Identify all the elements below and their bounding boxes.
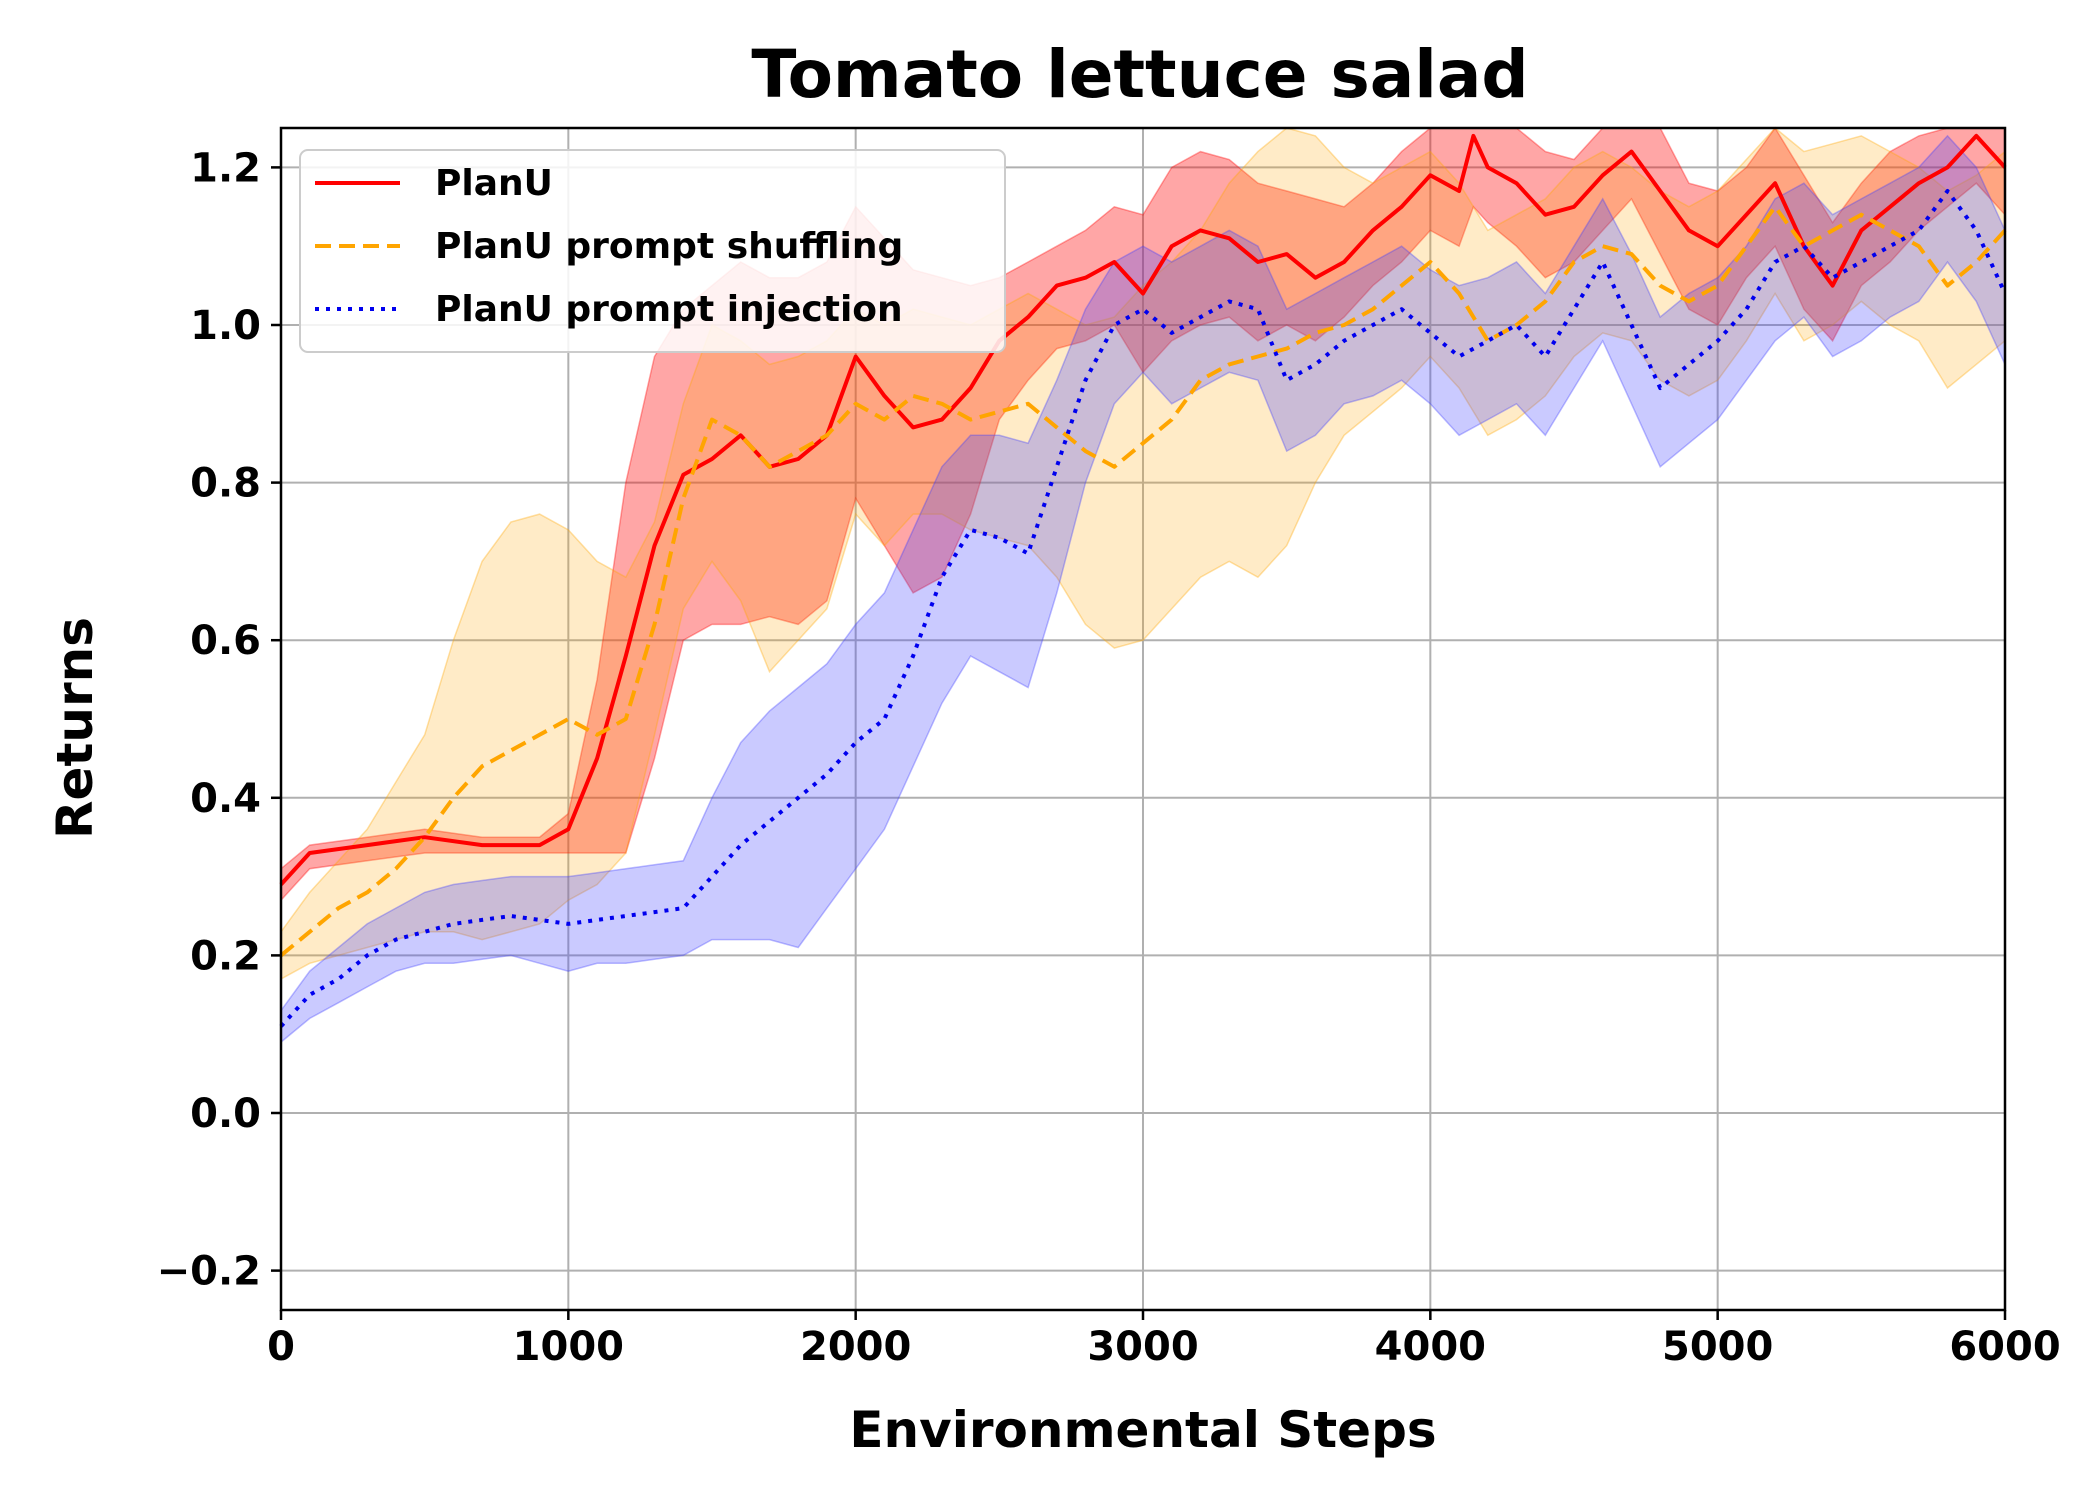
y-tick-label-6: 1.0 — [190, 303, 261, 349]
legend-label-2: PlanU prompt injection — [435, 289, 903, 330]
x-tick-label-3: 3000 — [1087, 1324, 1198, 1370]
legend-label-0: PlanU — [435, 163, 553, 204]
line-series-1 — [279, 204, 2007, 957]
y-tick-label-1: 0.0 — [190, 1091, 261, 1137]
y-axis-title: Returns — [46, 617, 104, 839]
y-axis-ticks: −0.2 0.0 0.2 0.4 0.6 0.8 1.0 1.2 — [157, 145, 281, 1295]
y-tick-label-4: 0.6 — [190, 618, 261, 664]
x-axis-ticks: 0 1000 2000 3000 4000 5000 6000 — [267, 1310, 2061, 1370]
x-tick-label-1: 1000 — [513, 1324, 624, 1370]
x-tick-label-0: 0 — [267, 1324, 295, 1370]
x-tick-label-6: 6000 — [1949, 1324, 2060, 1370]
series-lines — [279, 133, 2007, 1028]
line-series-0 — [279, 133, 2007, 886]
y-tick-label-7: 1.2 — [190, 145, 261, 191]
legend: PlanU PlanU prompt shuffling PlanU prompt … — [299, 149, 1006, 353]
legend-box — [299, 149, 1006, 353]
x-tick-label-4: 4000 — [1375, 1324, 1486, 1370]
chart-title: Tomato lettuce salad — [751, 36, 1528, 113]
y-tick-label-5: 0.8 — [190, 461, 261, 507]
line-series-2 — [279, 189, 2007, 1028]
y-tick-label-2: 0.2 — [190, 933, 261, 979]
y-tick-label-0: −0.2 — [157, 1249, 261, 1295]
x-axis-title: Environmental Steps — [849, 1401, 1436, 1459]
y-tick-label-3: 0.4 — [190, 776, 261, 822]
legend-label-1: PlanU prompt shuffling — [435, 226, 903, 267]
x-tick-label-5: 5000 — [1662, 1324, 1773, 1370]
x-tick-label-2: 2000 — [800, 1324, 911, 1370]
